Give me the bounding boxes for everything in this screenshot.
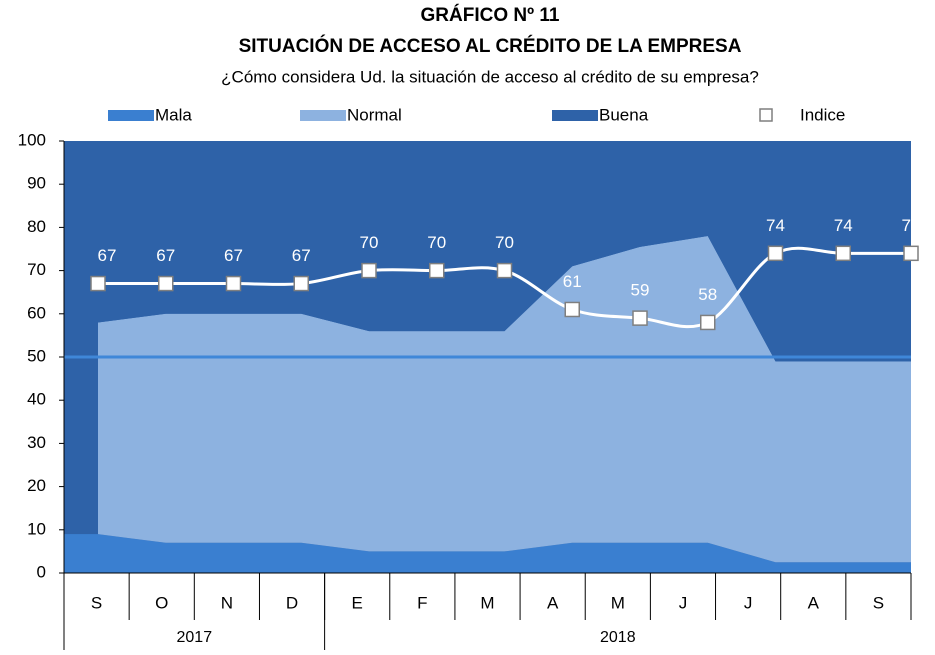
x-tick-label: M — [480, 593, 494, 612]
index-marker — [361, 262, 377, 279]
legend-swatch — [552, 110, 598, 121]
data-label: 67 — [292, 246, 311, 265]
data-label: 74 — [834, 216, 853, 235]
x-tick-label: J — [679, 593, 688, 612]
index-marker — [429, 262, 445, 279]
x-tick-label: D — [286, 593, 298, 612]
legend-swatch — [300, 110, 346, 121]
area — [98, 534, 911, 573]
y-tick-label: 70 — [27, 260, 46, 279]
x-tick-label: F — [417, 593, 427, 612]
data-label: 67 — [224, 246, 243, 265]
group-label: 2018 — [600, 629, 636, 646]
y-tick-label: 40 — [27, 390, 46, 409]
x-tick-label: A — [547, 593, 559, 612]
y-tick-label: 100 — [18, 130, 46, 149]
legend-label: Mala — [155, 105, 192, 124]
y-tick-label: 60 — [27, 303, 46, 322]
x-tick-label: N — [221, 593, 233, 612]
y-tick-label: 50 — [27, 346, 46, 365]
area — [98, 141, 911, 362]
data-label: 74 — [766, 216, 785, 235]
index-marker — [293, 275, 309, 292]
legend-swatch — [108, 110, 154, 121]
index-marker — [835, 245, 851, 262]
index-marker — [225, 275, 242, 292]
y-tick-label: 20 — [27, 476, 46, 495]
index-marker — [90, 275, 106, 292]
index-marker — [632, 310, 648, 326]
legend-label: Indice — [800, 105, 845, 124]
legend-label: Normal — [347, 105, 402, 124]
area-edge — [64, 534, 98, 573]
data-label: 58 — [698, 285, 717, 304]
x-tick-label: S — [873, 593, 884, 612]
data-label: 67 — [156, 246, 175, 265]
chart-question: ¿Cómo considera Ud. la situación de acce… — [221, 67, 759, 86]
data-label: 67 — [98, 246, 117, 265]
y-tick-label: 0 — [37, 562, 46, 581]
index-marker — [767, 245, 784, 262]
group-label: 2017 — [177, 629, 213, 646]
legend-marker — [759, 108, 773, 122]
legend-label: Buena — [599, 105, 649, 124]
data-label: 70 — [360, 233, 379, 252]
data-label: 59 — [631, 281, 650, 300]
index-marker — [903, 245, 919, 262]
x-tick-label: S — [91, 593, 102, 612]
x-tick-label: E — [352, 593, 363, 612]
x-tick-label: M — [611, 593, 625, 612]
index-marker — [700, 314, 716, 331]
x-tick-label: J — [744, 593, 753, 612]
data-label: 74 — [902, 216, 921, 235]
data-label: 70 — [427, 233, 446, 252]
index-marker — [158, 275, 174, 292]
index-marker — [564, 301, 580, 318]
x-tick-label: A — [808, 593, 820, 612]
data-label: 70 — [495, 233, 514, 252]
data-label: 61 — [563, 272, 582, 291]
y-tick-label: 90 — [27, 174, 46, 193]
x-tick-label: O — [155, 593, 168, 612]
y-tick-label: 10 — [27, 519, 46, 538]
chart-subtitle: SITUACIÓN DE ACCESO AL CRÉDITO DE LA EMP… — [239, 35, 742, 57]
y-tick-label: 30 — [27, 433, 46, 452]
chart-title: GRÁFICO Nº 11 — [421, 4, 560, 26]
y-tick-label: 80 — [27, 217, 46, 236]
index-marker — [496, 262, 513, 279]
